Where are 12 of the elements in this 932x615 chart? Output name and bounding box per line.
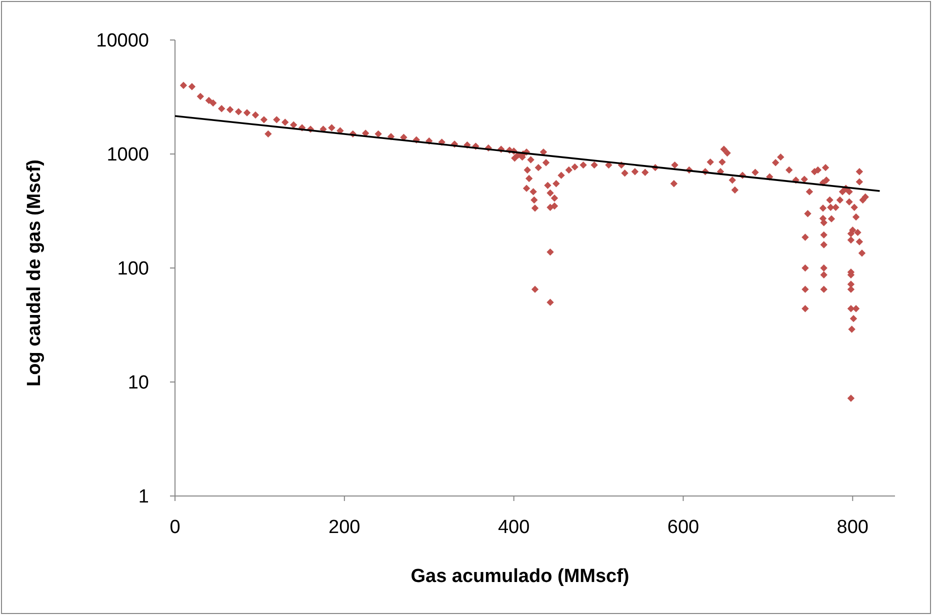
y-tick-label: 10 (128, 372, 149, 394)
y-tick-label: 10000 (96, 30, 149, 52)
x-tick-label: 600 (667, 517, 700, 538)
y-tick-label: 100 (117, 258, 149, 280)
y-axis-title: Log caudal de gas (Mscf) (24, 160, 45, 386)
x-tick-label: 800 (836, 517, 868, 538)
x-tick-label: 200 (328, 517, 360, 538)
y-tick-label: 1 (138, 486, 149, 508)
x-tick-label: 0 (170, 517, 180, 538)
x-tick-label: 400 (498, 517, 530, 538)
y-tick-label: 1000 (106, 144, 149, 166)
x-axis-title: Gas acumulado (MMscf) (410, 566, 630, 587)
